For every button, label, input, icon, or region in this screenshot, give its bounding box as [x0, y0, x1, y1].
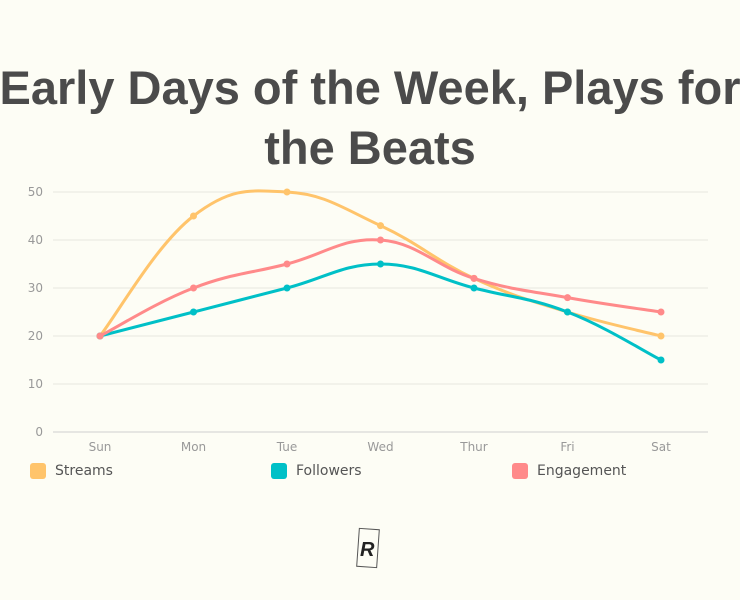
svg-text:R: R [360, 539, 375, 561]
y-tick-label: 10 [28, 377, 43, 391]
legend-item-streams: Streams [30, 463, 113, 479]
x-tick-label: Sat [651, 440, 671, 454]
legend-item-engagement: Engagement [512, 463, 626, 479]
legend-label-streams: Streams [55, 463, 113, 479]
legend-label-followers: Followers [296, 463, 362, 479]
legend-item-followers: Followers [271, 463, 362, 479]
data-point-followers [657, 356, 665, 364]
data-point-streams [190, 212, 197, 220]
data-point-followers [283, 284, 291, 292]
y-tick-label: 40 [28, 233, 43, 247]
x-tick-label: Mon [181, 440, 206, 454]
legend-swatch-streams [30, 463, 46, 479]
data-point-engagement [470, 274, 478, 282]
legend-swatch-followers [271, 463, 287, 479]
brand-logo-icon: R [356, 527, 380, 569]
chart-title-line-2: the Beats [264, 121, 476, 174]
series-line-followers [98, 262, 663, 362]
data-point-engagement [377, 236, 384, 244]
data-point-streams [377, 222, 384, 230]
y-tick-label: 50 [28, 185, 43, 199]
legend-label-engagement: Engagement [537, 463, 627, 479]
data-point-streams [657, 332, 665, 340]
x-tick-label: Sun [89, 440, 112, 454]
data-point-followers [190, 308, 197, 316]
chart-title: Early Days of the Week, Plays for the Be… [0, 58, 740, 178]
y-tick-label: 0 [35, 425, 43, 439]
data-point-followers [564, 308, 571, 316]
data-point-streams [283, 188, 291, 196]
data-point-engagement [564, 294, 571, 302]
data-point-engagement [657, 308, 665, 316]
x-tick-label: Tue [276, 440, 298, 454]
y-tick-label: 20 [28, 329, 43, 343]
data-point-engagement [190, 284, 197, 292]
data-point-followers [377, 260, 384, 268]
x-tick-label: Wed [367, 440, 393, 454]
legend-swatch-engagement [512, 463, 528, 479]
data-point-engagement [283, 260, 291, 268]
x-tick-label: Thur [459, 440, 488, 454]
y-tick-label: 30 [28, 281, 43, 295]
data-point-followers [470, 284, 478, 292]
chart-title-line-1: Early Days of the Week, Plays for [0, 61, 740, 114]
x-tick-label: Fri [560, 440, 574, 454]
data-point-engagement [96, 332, 104, 340]
